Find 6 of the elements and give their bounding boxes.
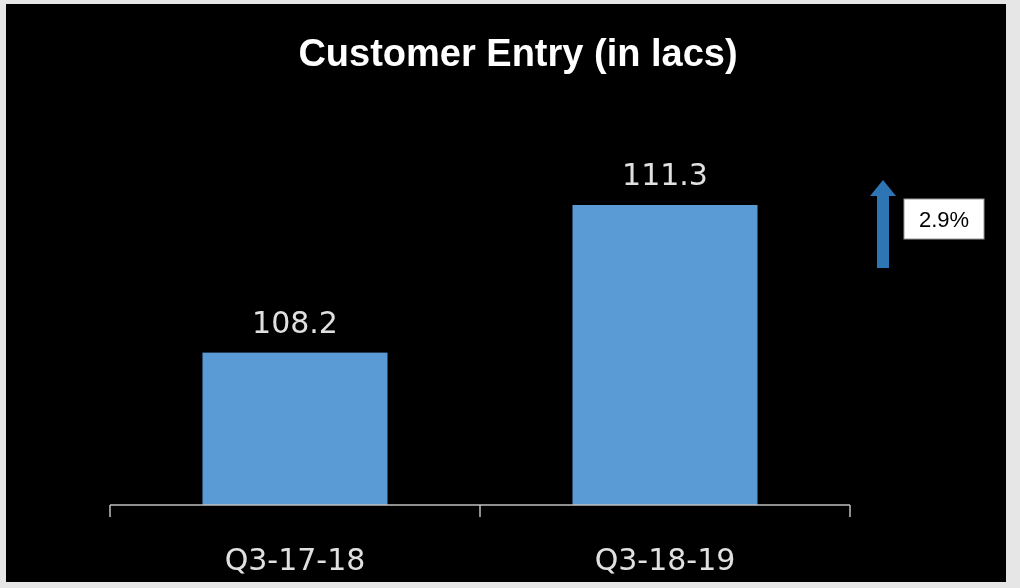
data-label: 111.3	[622, 157, 708, 192]
text: 2.9%	[918, 207, 970, 232]
chart-title: Customer Entry (in lacs)	[298, 32, 738, 74]
data-label: 108.2	[252, 304, 338, 340]
x-tick-label: Q3-17-18	[224, 542, 366, 577]
x-tick-label: Q3-18-19	[594, 542, 736, 577]
